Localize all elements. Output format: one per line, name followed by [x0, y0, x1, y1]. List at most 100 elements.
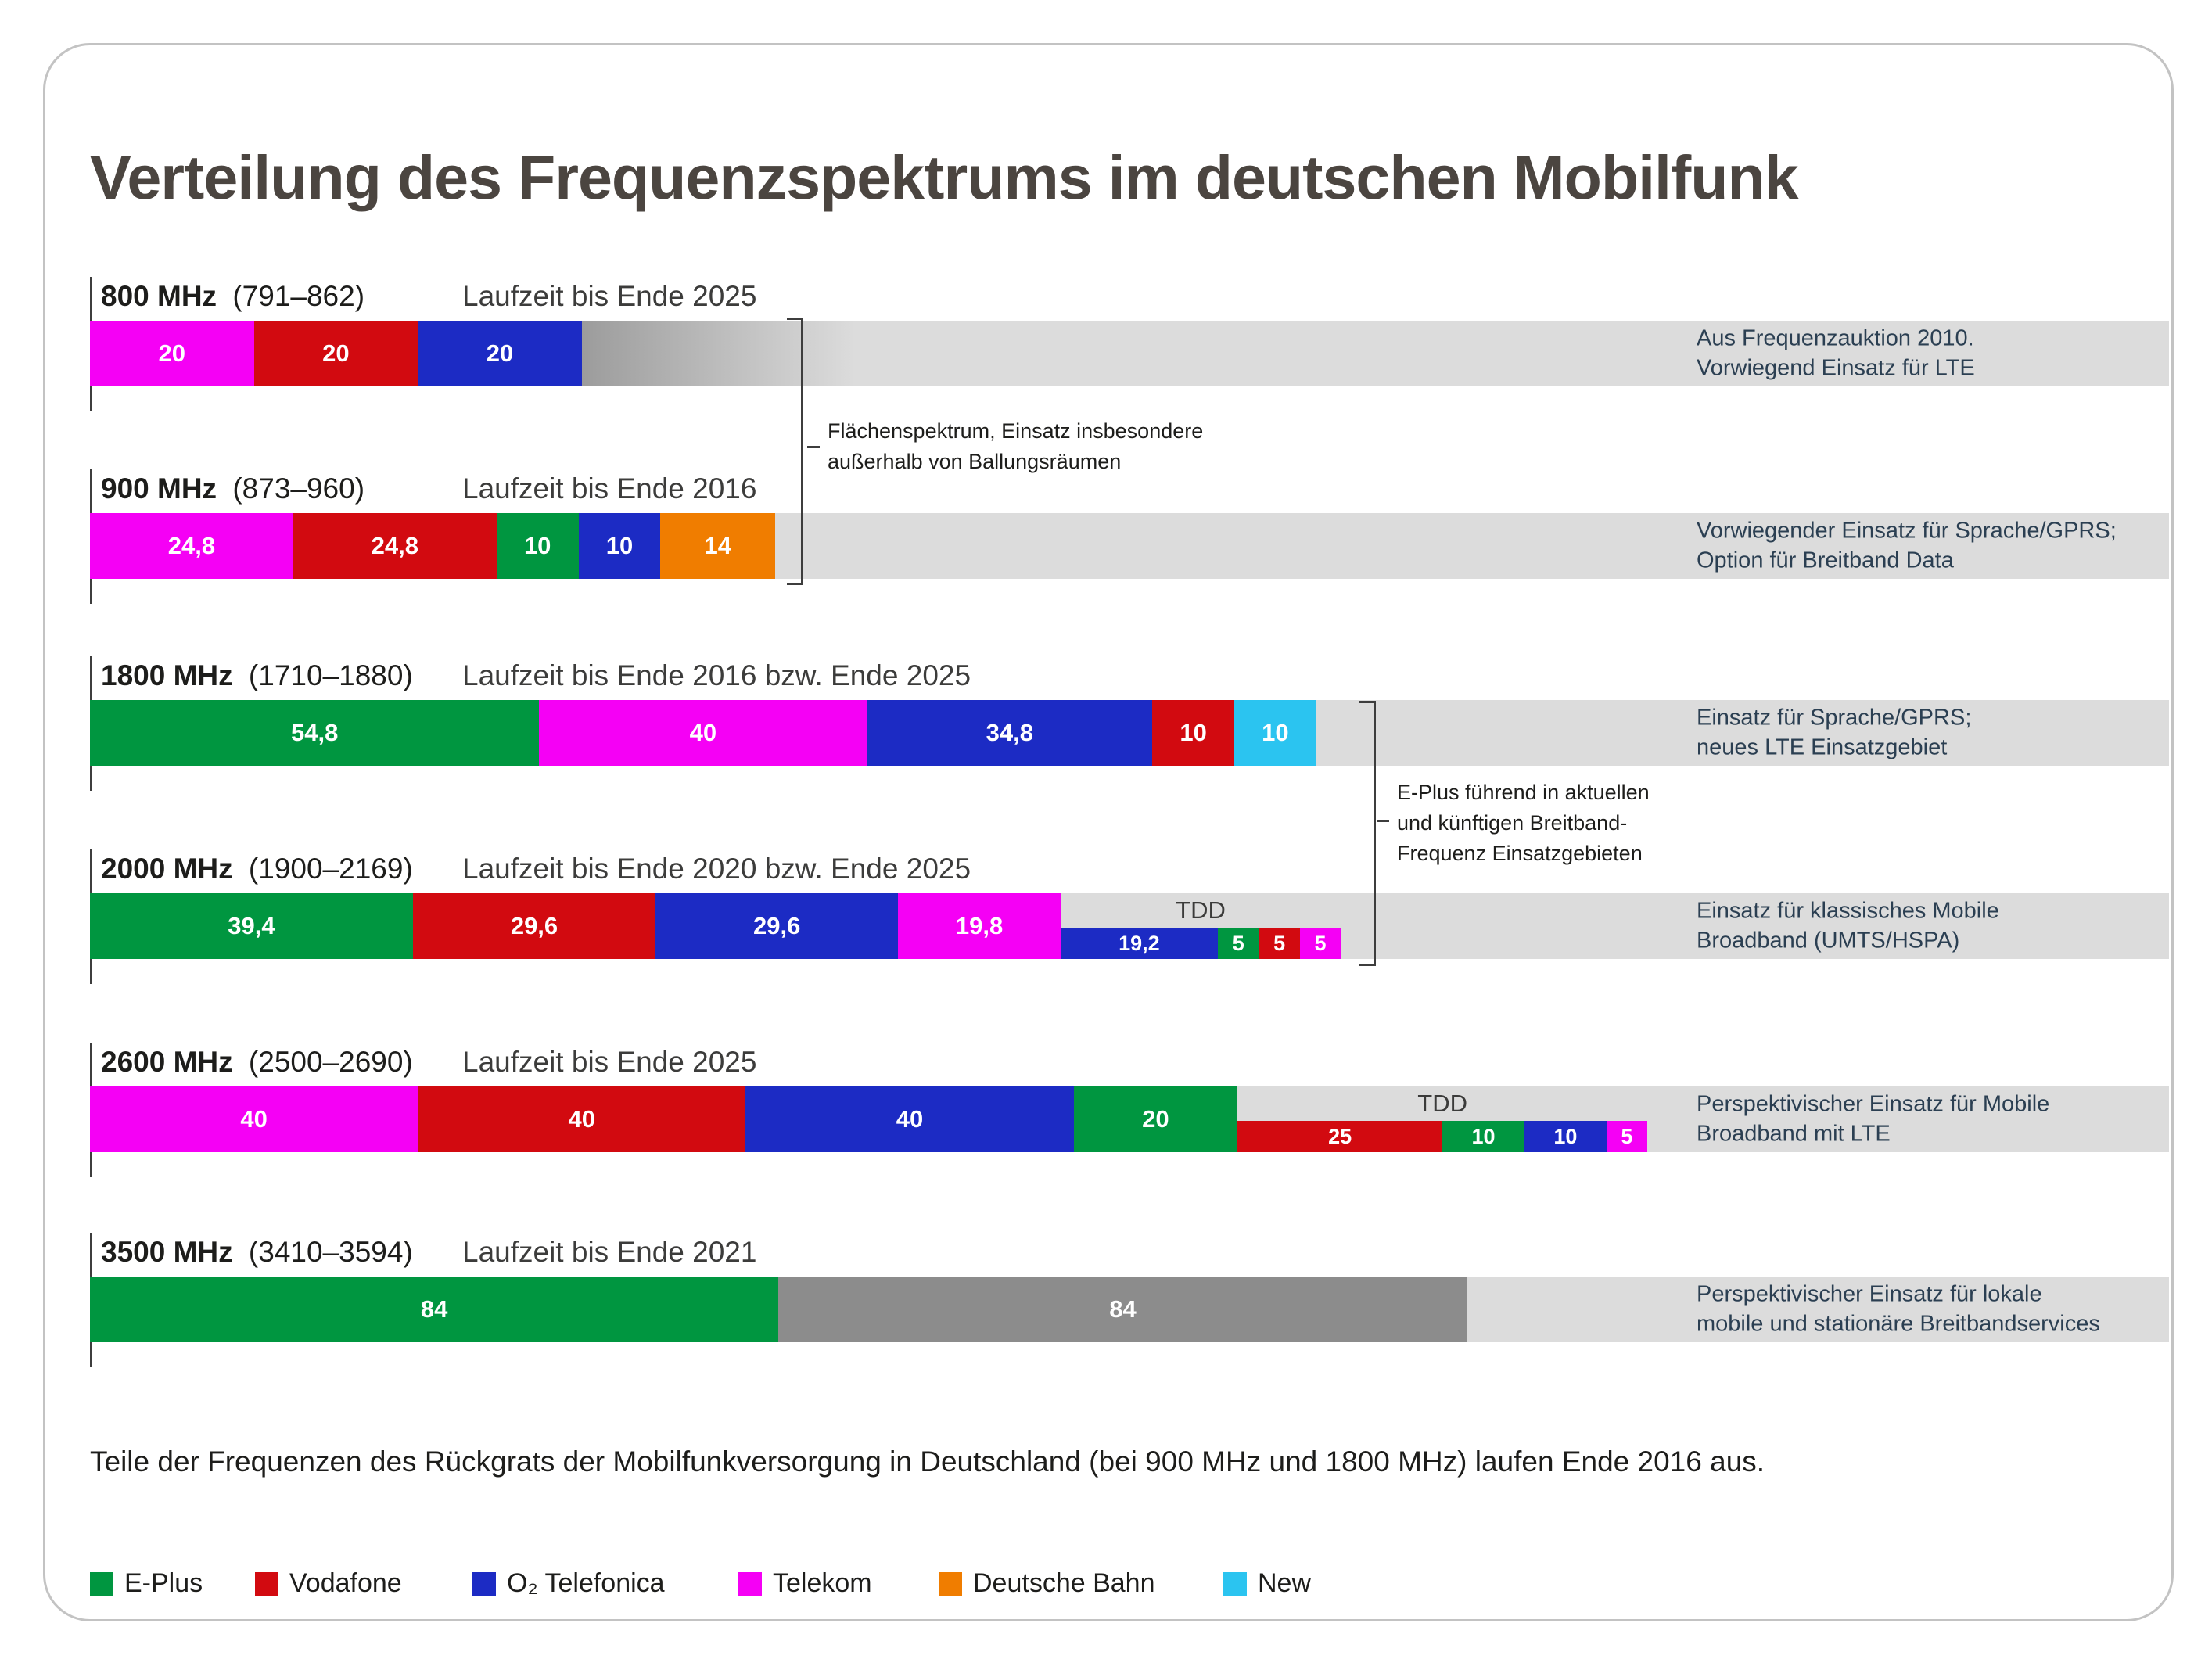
legend-swatch-new [1223, 1571, 1247, 1596]
legend-item-telekom: Telekom [738, 1568, 872, 1599]
tdd-label: TDD [1417, 1090, 1468, 1117]
bar-segment-value: 29,6 [753, 912, 801, 939]
bracket-1800-2000 [1359, 701, 1376, 966]
bar-segment-o2: 40 [745, 1086, 1074, 1152]
footer-note: Teile der Frequenzen des Rückgrats der M… [90, 1445, 1765, 1478]
bar-segment-o2: 19,2 [1060, 928, 1219, 959]
bracket-800-900 [787, 318, 803, 585]
bar-segment-vodafone: 5 [1259, 928, 1300, 959]
band-bar-row: 40 40 40 20 TDD 25 10 10 5 Perspektivischer Eins… [90, 1086, 2169, 1152]
band-bar-row: 84 84 Perspektivischer Einsatz für lokale… [90, 1277, 2169, 1342]
bar-segment-vodafone: 25 [1237, 1121, 1443, 1152]
bar-segment-value: 19,8 [955, 912, 1004, 939]
bar-segments: 20 20 20 [90, 321, 2169, 386]
band-range: (3410–3594) [248, 1236, 413, 1268]
bar-segment-value: 10 [1471, 1124, 1496, 1148]
legend-label: E-Plus [124, 1568, 203, 1598]
bar-segment-telekom: 40 [539, 700, 867, 766]
band-laufzeit: Laufzeit bis Ende 2025 [462, 1046, 757, 1078]
bar-segment-o2: 10 [1524, 1121, 1607, 1152]
bar-segment-value: 40 [896, 1105, 924, 1133]
bar-segment-eplus: 39,4 [90, 893, 413, 959]
bar-segment-value: 20 [158, 339, 186, 367]
bar-segment-value: 10 [1553, 1124, 1578, 1148]
band-bar-row: 39,4 29,6 29,6 19,8 TDD 19,2 5 5 5 Einsatz für k… [90, 893, 2169, 959]
rounded-border-frame [43, 43, 2174, 1621]
band-frequency: 900 MHz [101, 472, 217, 505]
bar-segment-o2: 34,8 [867, 700, 1153, 766]
bar-segment-value: 10 [605, 532, 634, 559]
bracket-dash [807, 446, 820, 448]
bar-segment-vodafone: 24,8 [293, 513, 497, 579]
band-title: 800 MHz (791–862) [101, 280, 364, 313]
legend-label: New [1258, 1568, 1312, 1598]
annotation-flaechenspektrum: Flächenspektrum, Einsatz insbesondere au… [828, 419, 1204, 474]
band-header: 2600 MHz (2500–2690) Laufzeit bis Ende 2… [90, 1046, 2169, 1082]
tdd-label: TDD [1176, 896, 1226, 924]
band-range: (1900–2169) [248, 853, 413, 885]
bar-segment-value: 5 [1314, 931, 1327, 955]
band-title: 900 MHz (873–960) [101, 472, 364, 505]
band-header: 2000 MHz (1900–2169) Laufzeit bis Ende 2… [90, 853, 2169, 889]
tdd-bars: 25 10 10 5 [1237, 1121, 1648, 1152]
annotation-eplus-breitband: E-Plus führend in aktuellen und künftige… [1397, 781, 1650, 866]
band-note: Einsatz für Sprache/GPRS; neues LTE Eins… [1697, 705, 1972, 759]
bar-segment-vodafone: 10 [1152, 700, 1234, 766]
bar-segment-value: 54,8 [290, 719, 339, 746]
band-laufzeit: Laufzeit bis Ende 2016 bzw. Ende 2025 [462, 659, 971, 691]
legend: E-Plus Vodafone O₂ Telefonica Telekom Deutsc… [0, 1568, 2212, 1603]
band-range: (2500–2690) [248, 1046, 413, 1078]
bar-segment-eplus: 10 [496, 513, 579, 579]
page-title: Verteilung des Frequenzspektrums im deut… [90, 142, 1799, 212]
tdd-zone: TDD 25 10 10 5 [1237, 1086, 1648, 1152]
bar-segment-value: 5 [1273, 931, 1286, 955]
legend-item-new: New [1223, 1568, 1311, 1599]
legend-item-bahn: Deutsche Bahn [939, 1568, 1155, 1599]
band-frequency: 2600 MHz [101, 1046, 233, 1078]
band-header: 3500 MHz (3410–3594) Laufzeit bis Ende 2… [90, 1236, 2169, 1272]
bar-segment-value: 14 [704, 532, 731, 559]
bar-segment-eplus: 10 [1442, 1121, 1524, 1152]
bar-segment-vodafone: 29,6 [412, 893, 656, 959]
legend-item-vodafone: Vodafone [255, 1568, 402, 1599]
bar-segment-value: 5 [1232, 931, 1244, 955]
bar-segment-telekom: 5 [1299, 928, 1341, 959]
band-range: (1710–1880) [248, 659, 413, 691]
bar-segments: 54,8 40 34,8 10 10 [90, 700, 2169, 766]
bar-segment-value: 5 [1621, 1124, 1633, 1148]
legend-item-o2: O₂ Telefonica [472, 1568, 665, 1599]
legend-swatch-eplus [90, 1571, 113, 1596]
bar-segment-value: 25 [1328, 1124, 1352, 1148]
bar-segment-telekom: 40 [90, 1086, 418, 1152]
band-title: 2600 MHz (2500–2690) [101, 1046, 413, 1079]
legend-swatch-vodafone [255, 1571, 278, 1596]
bar-segment-o2: 20 [418, 321, 582, 386]
bar-segment-telekom: 19,8 [898, 893, 1061, 959]
bar-segment-value: 34,8 [986, 719, 1033, 746]
bar-segments: 39,4 29,6 29,6 19,8 TDD 19,2 5 5 5 [90, 893, 2169, 959]
bar-segment-value: 40 [240, 1105, 268, 1133]
bar-segment-value: 24,8 [167, 532, 216, 559]
bar-segment-value: 10 [1180, 719, 1207, 746]
bar-segment-vodafone: 20 [253, 321, 418, 386]
band-header: 900 MHz (873–960) Laufzeit bis Ende 2016 [90, 472, 2169, 508]
bar-segment-value: 10 [523, 532, 551, 559]
bar-segment-vodafone: 40 [418, 1086, 746, 1152]
bar-segment-value: 39,4 [228, 912, 275, 939]
bar-segment-value: 20 [322, 339, 350, 367]
bar-segment-value: 10 [1262, 719, 1289, 746]
bar-segment-value: 40 [689, 719, 717, 746]
bar-segment-value: 29,6 [510, 912, 558, 939]
band-range: (873–960) [232, 472, 365, 505]
bar-segment-value: 20 [486, 339, 514, 367]
band-laufzeit: Laufzeit bis Ende 2020 bzw. Ende 2025 [462, 853, 971, 885]
band-frequency: 1800 MHz [101, 659, 233, 691]
band-note: Vorwiegender Einsatz für Sprache/GPRS; O… [1697, 518, 2117, 573]
band-title: 3500 MHz (3410–3594) [101, 1236, 413, 1269]
band-frequency: 2000 MHz [101, 853, 233, 885]
bar-segment-new: 10 [1233, 700, 1316, 766]
band-title: 1800 MHz (1710–1880) [101, 659, 413, 692]
band-header: 800 MHz (791–862) Laufzeit bis Ende 2025 [90, 280, 2169, 316]
band-frequency: 3500 MHz [101, 1236, 233, 1268]
band-laufzeit: Laufzeit bis Ende 2025 [462, 280, 757, 312]
